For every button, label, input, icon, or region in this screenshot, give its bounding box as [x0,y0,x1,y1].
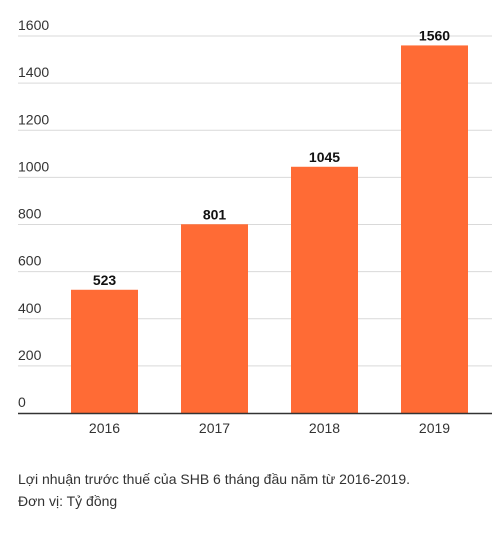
bar-chart: 0 200 400 600 800 1000 1200 1400 1600 523 801 1045… [18,17,492,436]
y-tick-label: 1200 [18,111,49,127]
x-tick-label: 2019 [419,420,450,436]
data-label: 1560 [419,27,450,43]
unit-note: Đơn vị: Tỷ đồng [18,493,118,509]
y-tick-label: 0 [18,394,26,410]
x-tick-label: 2016 [89,420,120,436]
y-tick-label: 800 [18,206,42,222]
bar-2018 [291,166,358,413]
y-axis-tick-labels: 0 200 400 600 800 1000 1200 1400 1600 [18,17,49,410]
y-tick-label: 1600 [18,17,49,33]
x-tick-label: 2018 [309,420,340,436]
data-label: 523 [93,272,117,288]
data-label: 1045 [309,149,340,165]
chart-caption: Lợi nhuận trước thuế của SHB 6 tháng đầu… [18,471,411,487]
data-labels: 523 801 1045 1560 [93,27,450,287]
data-label: 801 [203,206,227,222]
x-tick-label: 2017 [199,420,230,436]
y-tick-label: 200 [18,347,42,363]
y-tick-label: 400 [18,300,42,316]
x-axis-tick-labels: 2016 2017 2018 2019 [89,420,450,436]
bar-2016 [71,289,138,413]
bar-2017 [181,224,248,413]
y-tick-label: 1400 [18,64,49,80]
bar-2019 [401,45,468,414]
y-tick-label: 1000 [18,158,49,174]
y-tick-label: 600 [18,253,42,269]
bars [71,45,468,414]
